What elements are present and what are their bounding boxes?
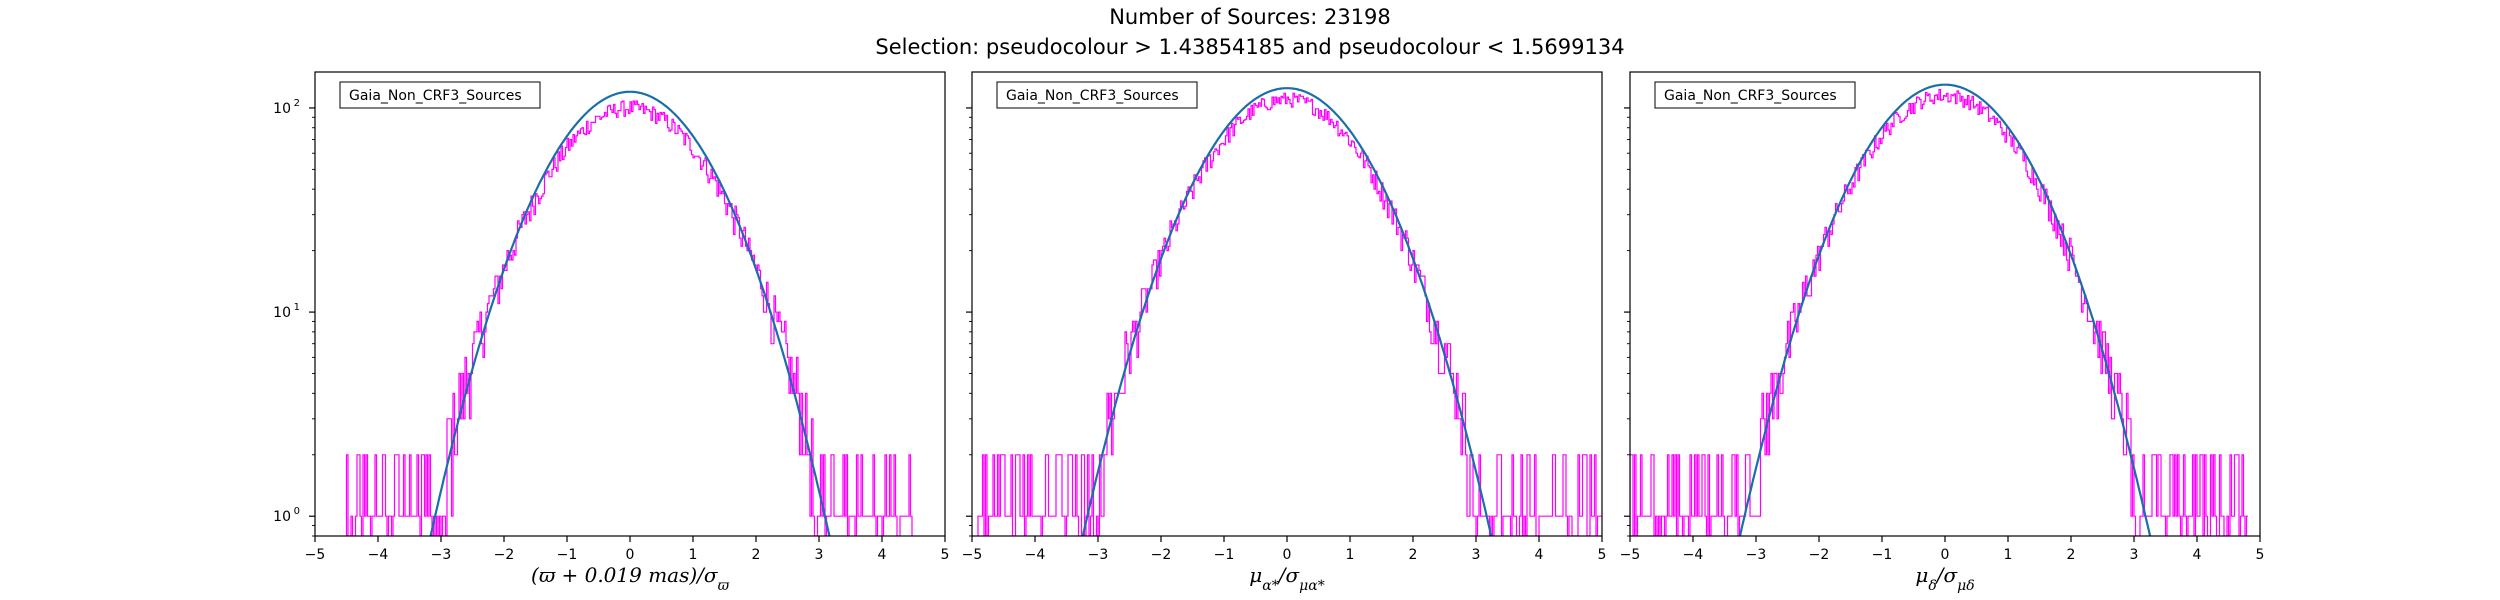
figure-title-line1: Number of Sources: 23198 bbox=[1109, 5, 1391, 29]
x-tick-label: 4 bbox=[1535, 547, 1544, 563]
gaussian-fit-line bbox=[429, 90, 831, 536]
y-tick-label: 10 bbox=[273, 305, 291, 321]
x-axis-label: (ϖ + 0.019 mas)/σϖ bbox=[531, 563, 730, 594]
histogram-series bbox=[977, 92, 1602, 536]
figure-title-line2: Selection: pseudocolour > 1.43854185 and… bbox=[875, 35, 1624, 59]
x-tick-label: 2 bbox=[1409, 547, 1418, 563]
x-tick-label: −2 bbox=[1809, 547, 1830, 563]
legend-label: Gaia_Non_CRF3_Sources bbox=[1006, 88, 1179, 104]
gaussian-fit-line bbox=[1738, 83, 2152, 536]
x-tick-label: −2 bbox=[1151, 547, 1172, 563]
y-tick-label: 10 bbox=[273, 509, 291, 525]
x-tick-label: −3 bbox=[1746, 547, 1767, 563]
x-tick-label: 2 bbox=[752, 547, 761, 563]
x-tick-label: −1 bbox=[557, 547, 578, 563]
x-axis-label: μα*/σμα* bbox=[1249, 563, 1324, 594]
x-tick-label: 1 bbox=[2004, 547, 2013, 563]
x-tick-label: −1 bbox=[1214, 547, 1235, 563]
x-axis-label: μδ/σμδ bbox=[1915, 563, 1974, 594]
x-tick-label: 1 bbox=[1346, 547, 1355, 563]
x-tick-label: 2 bbox=[2067, 547, 2076, 563]
axes-frame bbox=[1629, 71, 2261, 537]
x-tick-label: −4 bbox=[1025, 547, 1046, 563]
y-tick-exponent: 2 bbox=[294, 98, 300, 109]
x-tick-label: −3 bbox=[1088, 547, 1109, 563]
y-tick-exponent: 1 bbox=[294, 302, 300, 313]
panel-3: −5 −4 −3 −2 −1 0 1 2 3 4 5 μδ/σμδ Gaia_Non_CRF3_Sour… bbox=[1620, 71, 2265, 594]
x-tick-label: 5 bbox=[1598, 547, 1607, 563]
x-tick-label: 0 bbox=[626, 547, 635, 563]
x-tick-label: −2 bbox=[494, 547, 515, 563]
y-tick-exponent: 0 bbox=[294, 506, 300, 517]
x-tick-label: −4 bbox=[368, 547, 389, 563]
x-tick-label: −1 bbox=[1872, 547, 1893, 563]
x-tick-label: 0 bbox=[1283, 547, 1292, 563]
x-tick-label: 3 bbox=[1472, 547, 1481, 563]
x-tick-label: 5 bbox=[2256, 547, 2265, 563]
x-tick-label: −5 bbox=[962, 547, 983, 563]
x-tick-label: −3 bbox=[431, 547, 452, 563]
histogram-series bbox=[1630, 89, 2248, 536]
x-tick-label: −4 bbox=[1683, 547, 1704, 563]
x-tick-label: 4 bbox=[2193, 547, 2202, 563]
histogram-series bbox=[345, 100, 914, 536]
x-tick-label: −5 bbox=[1620, 547, 1641, 563]
panel-2: −5 −4 −3 −2 −1 0 1 2 3 4 5 μα*/σμα* Gaia_Non_CRF3_So… bbox=[962, 71, 1607, 594]
axes-frame bbox=[971, 71, 1603, 537]
gaussian-fit-line bbox=[1081, 87, 1493, 536]
x-tick-label: 3 bbox=[815, 547, 824, 563]
legend-box bbox=[996, 81, 1198, 109]
x-tick-label: 4 bbox=[878, 547, 887, 563]
legend-box bbox=[339, 81, 541, 109]
x-tick-label: 0 bbox=[1941, 547, 1950, 563]
x-tick-label: −5 bbox=[305, 547, 326, 563]
legend-box bbox=[1654, 81, 1856, 109]
y-tick-label: 10 bbox=[273, 101, 291, 117]
x-tick-label: 1 bbox=[689, 547, 698, 563]
legend-label: Gaia_Non_CRF3_Sources bbox=[349, 88, 522, 104]
x-tick-label: 3 bbox=[2130, 547, 2139, 563]
legend-label: Gaia_Non_CRF3_Sources bbox=[1664, 88, 1837, 104]
x-tick-label: 5 bbox=[941, 547, 950, 563]
